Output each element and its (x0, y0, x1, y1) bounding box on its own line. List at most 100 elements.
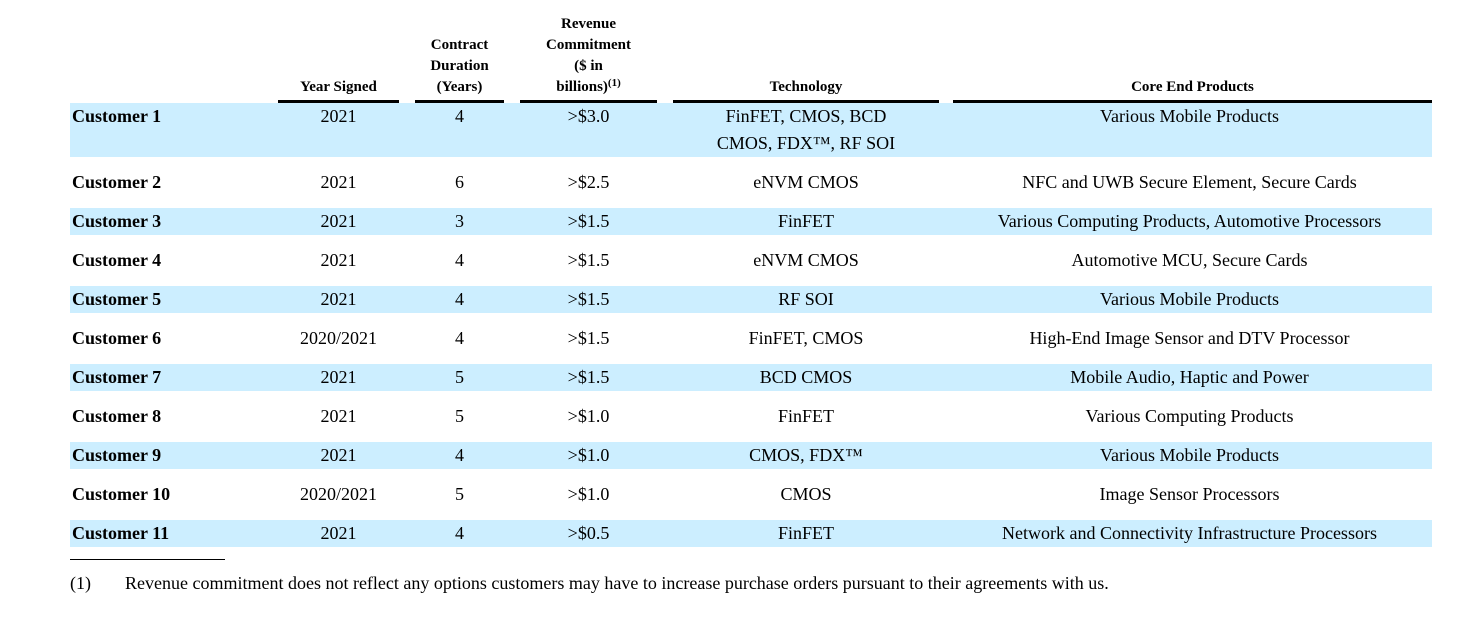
technology-cell: eNVM CMOS (665, 247, 947, 274)
technology-cell-text: FinFET (777, 406, 834, 426)
revenue-commitment-cell: >$1.5 (567, 328, 610, 348)
contract-duration-cell: 4 (455, 106, 464, 126)
revenue-commitment-cell: >$3.0 (567, 106, 610, 126)
year-signed-cell: 2021 (320, 367, 357, 387)
table-row: Customer 10 2020/2021 5 >$1.0 CMOS Image… (70, 481, 1432, 508)
core-end-products-cell: Various Mobile Products (1100, 289, 1279, 309)
column-header-revenue-commitment: Revenue Commitment ($ in billions)(1) (512, 14, 665, 103)
column-header-technology: Technology (665, 77, 947, 103)
core-end-products-cell: Various Mobile Products (1100, 445, 1279, 465)
footnote-text: Revenue commitment does not reflect any … (125, 573, 1109, 593)
year-signed-cell: 2020/2021 (299, 484, 377, 504)
table-row: Customer 1 2021 4 >$3.0 FinFET, CMOS, BC… (70, 103, 1432, 157)
customer-name-cell: Customer 8 (72, 406, 162, 426)
table-row: Customer 4 2021 4 >$1.5 eNVM CMOS Automo… (70, 247, 1432, 274)
technology-cell-text: CMOS, FDX™ (749, 445, 863, 465)
customer-contracts-table: Year Signed Contract Duration (Years) Re… (70, 14, 1432, 547)
technology-cell-text: CMOS (780, 484, 832, 504)
revenue-commitment-cell: >$1.5 (567, 289, 610, 309)
column-header-technology-label: Technology (769, 79, 843, 95)
column-header-revenue-commitment-line4-text: billions) (556, 79, 608, 95)
customer-name-cell: Customer 10 (72, 484, 171, 504)
customer-name-cell: Customer 4 (72, 250, 162, 270)
core-end-products-cell: Various Mobile Products (1100, 106, 1279, 126)
table-row: Customer 3 2021 3 >$1.5 FinFET Various C… (70, 208, 1432, 235)
core-end-products-cell: Network and Connectivity Infrastructure … (1002, 523, 1377, 543)
column-header-revenue-commitment-line2: Commitment (546, 37, 631, 53)
table-row: Customer 2 2021 6 >$2.5 eNVM CMOS NFC an… (70, 169, 1432, 196)
column-header-year-signed-label: Year Signed (300, 79, 377, 95)
table-row: Customer 8 2021 5 >$1.0 FinFET Various C… (70, 403, 1432, 430)
contract-duration-cell: 4 (455, 250, 464, 270)
core-end-products-cell: Mobile Audio, Haptic and Power (1070, 367, 1309, 387)
technology-cell: eNVM CMOS (665, 169, 947, 196)
table-row: Customer 5 2021 4 >$1.5 RF SOI Various M… (70, 286, 1432, 313)
year-signed-cell: 2021 (320, 106, 357, 126)
customer-name-cell: Customer 7 (72, 367, 162, 387)
contract-duration-cell: 4 (455, 328, 464, 348)
technology-cell-text: eNVM CMOS (753, 172, 859, 192)
customer-name-cell: Customer 1 (72, 106, 162, 126)
contract-duration-cell: 5 (455, 484, 464, 504)
technology-cell: FinFET (665, 403, 947, 430)
revenue-commitment-cell: >$2.5 (567, 172, 610, 192)
technology-cell-text: FinFET (777, 523, 834, 543)
revenue-commitment-cell: >$1.0 (567, 406, 610, 426)
core-end-products-cell: High-End Image Sensor and DTV Processor (1029, 328, 1350, 348)
customer-name-cell: Customer 5 (72, 289, 162, 309)
technology-cell: FinFET (665, 520, 947, 547)
core-end-products-cell: Automotive MCU, Secure Cards (1071, 250, 1308, 270)
year-signed-cell: 2020/2021 (299, 328, 377, 348)
customer-name-cell: Customer 11 (72, 523, 170, 543)
footnote-reference-superscript: (1) (607, 77, 621, 89)
column-header-revenue-commitment-line1: Revenue (561, 16, 616, 32)
contract-duration-cell: 3 (455, 211, 464, 231)
technology-cell: FinFET, CMOS, BCD CMOS, FDX™, RF SOI (665, 103, 947, 157)
column-header-core-end-products: Core End Products (947, 77, 1432, 103)
column-header-revenue-commitment-line4: billions)(1) (520, 77, 657, 98)
core-end-products-cell: Image Sensor Processors (1099, 484, 1280, 504)
column-header-contract-duration: Contract Duration (Years) (407, 35, 512, 103)
column-header-contract-duration-line3: (Years) (436, 79, 483, 95)
revenue-commitment-cell: >$0.5 (567, 523, 610, 543)
revenue-commitment-cell: >$1.5 (567, 211, 610, 231)
contract-duration-cell: 6 (455, 172, 464, 192)
document-page: Year Signed Contract Duration (Years) Re… (70, 14, 1432, 593)
year-signed-cell: 2021 (320, 289, 357, 309)
contract-duration-cell: 4 (455, 523, 464, 543)
contract-duration-cell: 4 (455, 289, 464, 309)
revenue-commitment-cell: >$1.0 (567, 445, 610, 465)
table-row: Customer 6 2020/2021 4 >$1.5 FinFET, CMO… (70, 325, 1432, 352)
footnote-number: (1) (70, 573, 91, 593)
table-header-row: Year Signed Contract Duration (Years) Re… (70, 14, 1432, 103)
customer-name-cell: Customer 6 (72, 328, 162, 348)
technology-cell: CMOS, FDX™ (665, 442, 947, 469)
column-header-revenue-commitment-line3: ($ in (574, 58, 603, 74)
year-signed-cell: 2021 (320, 172, 357, 192)
contract-duration-cell: 5 (455, 406, 464, 426)
technology-cell-text: RF SOI (778, 289, 834, 309)
core-end-products-cell: NFC and UWB Secure Element, Secure Cards (1022, 172, 1357, 192)
customer-name-cell: Customer 9 (72, 445, 162, 465)
contract-duration-cell: 4 (455, 445, 464, 465)
column-header-contract-duration-line2: Duration (430, 58, 489, 74)
year-signed-cell: 2021 (320, 250, 357, 270)
contract-duration-cell: 5 (455, 367, 464, 387)
table-row: Customer 9 2021 4 >$1.0 CMOS, FDX™ Vario… (70, 442, 1432, 469)
technology-cell-text: FinFET, CMOS, BCD CMOS, FDX™, RF SOI (716, 106, 896, 153)
technology-cell-text: eNVM CMOS (753, 250, 859, 270)
revenue-commitment-cell: >$1.5 (567, 367, 610, 387)
technology-cell-text: FinFET, CMOS (748, 328, 864, 348)
year-signed-cell: 2021 (320, 445, 357, 465)
customer-name-cell: Customer 2 (72, 172, 162, 192)
footnote-separator-rule (70, 559, 225, 560)
table-row: Customer 7 2021 5 >$1.5 BCD CMOS Mobile … (70, 364, 1432, 391)
core-end-products-cell: Various Computing Products (1085, 406, 1294, 426)
year-signed-cell: 2021 (320, 211, 357, 231)
technology-cell-text: FinFET (777, 211, 834, 231)
year-signed-cell: 2021 (320, 406, 357, 426)
technology-cell: CMOS (665, 481, 947, 508)
core-end-products-cell: Various Computing Products, Automotive P… (997, 211, 1382, 231)
technology-cell: BCD CMOS (665, 364, 947, 391)
technology-cell: FinFET (665, 208, 947, 235)
